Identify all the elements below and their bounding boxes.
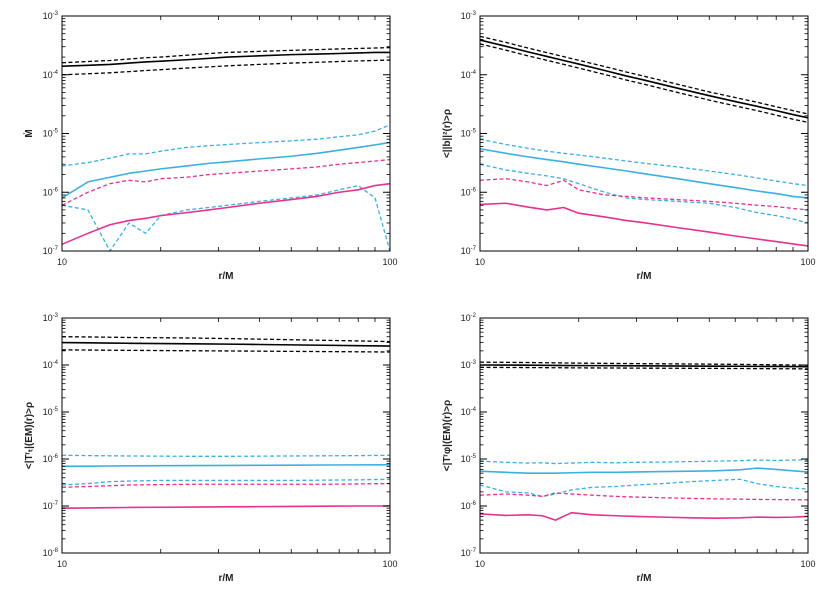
y-tick-label: 10-5 (43, 407, 59, 417)
plot-frame (479, 317, 809, 554)
x-tick-label: 10 (475, 257, 485, 267)
y-tick-label: 10-8 (43, 548, 59, 558)
y-tick-label: 10-3 (43, 313, 59, 323)
series-line-cyan-solid (480, 147, 808, 199)
series-group (480, 35, 808, 247)
series-line-magenta-solid (62, 505, 390, 509)
x-tick-label: 100 (800, 257, 815, 267)
y-tick-label: 10-3 (43, 11, 59, 21)
y-tick-label: 10-3 (461, 360, 477, 370)
series-line-black-dashed-lower (480, 43, 808, 123)
x-tick-label: 100 (382, 257, 397, 267)
series-line-cyan-dashed-upper (62, 124, 390, 167)
series-line-black-dashed-lower (62, 349, 390, 353)
chart-panel-3: 10-8 10-7 10-6 10-5 10-4 10-3 10 100 r/M <|Tʳₜ|(E… (24, 313, 398, 584)
series-line-magenta-solid (480, 202, 808, 247)
chart-panel-1: 10-7 10-6 10-5 10-4 10-3 10 100 r/M Ṁ (22, 11, 398, 282)
series-line-cyan-dashed-upper (62, 454, 390, 457)
series-line-cyan-dashed-upper (480, 138, 808, 187)
x-tick-label: 10 (57, 559, 67, 569)
plot-frame (61, 317, 391, 554)
series-line-magenta-dashed (480, 178, 808, 211)
series-line-black-solid (62, 51, 390, 67)
series-line-black-solid (62, 341, 390, 347)
series-line-black-solid (480, 364, 808, 368)
series-line-cyan-solid (480, 467, 808, 474)
x-tick-label: 100 (382, 559, 397, 569)
y-tick-label: 10-6 (43, 187, 59, 197)
y-tick-label: 10-5 (461, 454, 477, 464)
series-line-black-dashed-lower (62, 59, 390, 76)
x-axis-label: r/M (219, 573, 234, 584)
y-tick-label: 10-4 (43, 360, 59, 370)
y-axis-label: <|Tʳₜ|(EM)(r)>ρ (24, 402, 35, 469)
series-line-black-dashed-upper (62, 46, 390, 64)
y-tick-label: 10-5 (43, 129, 59, 139)
x-tick-label: 10 (57, 257, 67, 267)
x-tick-label: 10 (475, 559, 485, 569)
y-axis-label: <|Tʳφ|(EM)(r)>ρ (442, 400, 453, 471)
series-line-black-solid (480, 39, 808, 119)
chart-panel-2: 10-7 10-6 10-5 10-4 10-3 10 100 r/M <||b||²(r)>ρ (442, 11, 816, 282)
y-tick-label: 10-6 (461, 501, 477, 511)
series-group (62, 336, 390, 509)
y-tick-label: 10-4 (461, 70, 477, 80)
series-line-magenta-dashed (62, 482, 390, 488)
y-tick-label: 10-6 (43, 454, 59, 464)
series-line-cyan-dashed-upper (480, 459, 808, 465)
y-tick-label: 10-7 (461, 246, 477, 256)
x-axis-label: r/M (637, 271, 652, 282)
y-tick-label: 10-4 (461, 407, 477, 417)
y-axis-label: Ṁ (22, 129, 35, 137)
series-line-cyan-dashed-lower (62, 478, 390, 486)
series-line-black-dashed-upper (62, 336, 390, 343)
plot-frame (479, 15, 809, 252)
y-tick-label: 10-7 (461, 548, 477, 558)
series-line-magenta-solid (480, 511, 808, 521)
series-line-magenta-dashed (62, 158, 390, 206)
series-line-cyan-dashed-lower (62, 184, 390, 251)
y-tick-label: 10-3 (461, 11, 477, 21)
series-line-magenta-dashed (480, 492, 808, 501)
series-line-cyan-solid (62, 463, 390, 468)
series-group (480, 361, 808, 521)
series-line-cyan-dashed-lower (480, 478, 808, 498)
y-tick-label: 10-5 (461, 129, 477, 139)
series-line-magenta-solid (62, 182, 390, 246)
x-tick-label: 100 (800, 559, 815, 569)
series-group (62, 46, 390, 251)
y-tick-label: 10-7 (43, 246, 59, 256)
series-line-black-dashed-upper (480, 35, 808, 115)
series-line-black-dashed-lower (480, 366, 808, 370)
x-axis-label: r/M (219, 271, 234, 282)
y-tick-label: 10-7 (43, 501, 59, 511)
y-axis-label: <||b||²(r)>ρ (442, 109, 453, 158)
y-tick-label: 10-4 (43, 70, 59, 80)
chart-panel-4: 10-7 10-6 10-5 10-4 10-3 10-2 10 100 r/M <|Tʳφ|(E… (442, 313, 816, 584)
series-line-cyan-solid (62, 141, 390, 199)
plot-frame (61, 15, 391, 252)
y-tick-label: 10-6 (461, 187, 477, 197)
y-tick-label: 10-2 (461, 313, 477, 323)
series-line-black-dashed-upper (480, 361, 808, 366)
x-axis-label: r/M (637, 573, 652, 584)
